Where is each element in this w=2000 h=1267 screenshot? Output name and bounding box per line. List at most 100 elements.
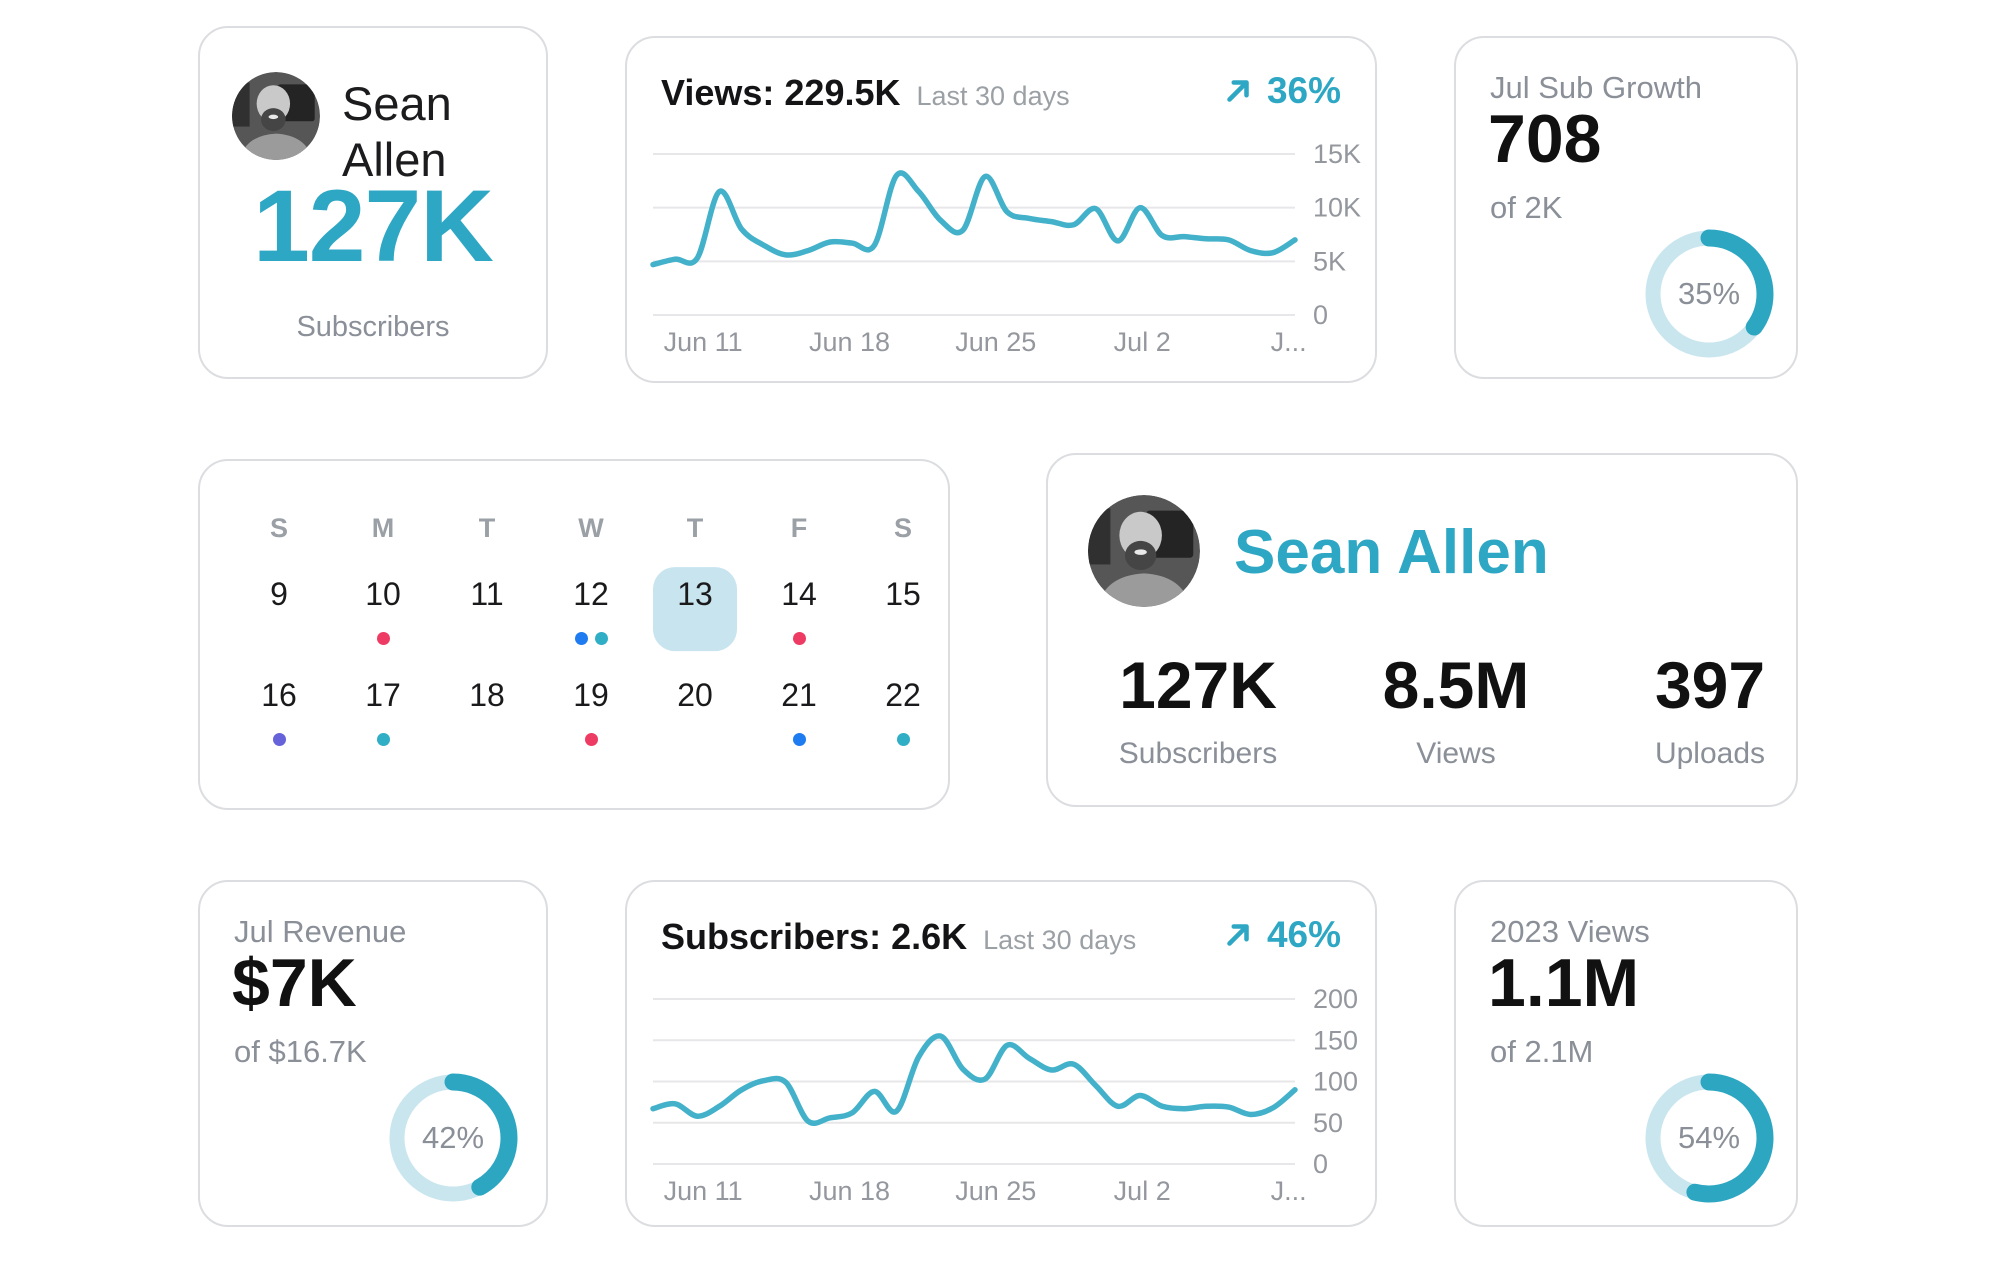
weekday-header: S <box>269 513 288 543</box>
x-axis-label: Jun 18 <box>809 327 890 357</box>
y-axis-label: 10K <box>1313 193 1361 223</box>
stat-value: 1.1M <box>1488 945 1640 1021</box>
x-axis-label: J... <box>1271 327 1307 357</box>
stat-value: $7K <box>232 945 357 1021</box>
progress-ring <box>388 1073 518 1203</box>
progress-percent: 42% <box>421 1120 485 1155</box>
subscriber-count-label: Subscribers <box>296 311 450 343</box>
trend-up-icon <box>1227 80 1249 102</box>
stat-uploads: 397 Uploads <box>1610 647 1810 771</box>
y-axis-label: 50 <box>1313 1108 1343 1138</box>
chart-line <box>650 1033 1298 1127</box>
calendar-day-19[interactable]: 19 <box>573 676 609 713</box>
calendar-day-12-events <box>574 631 608 645</box>
views-line-chart: 15K 10K 5K 0 Jun 11 Jun 18 Jun 25 Jul 2 J... <box>650 139 1361 357</box>
stat-target: of 2K <box>1490 190 1563 225</box>
x-axis-label: Jul 2 <box>1114 1176 1171 1206</box>
views-chart-range: Last 30 days <box>916 81 1070 111</box>
calendar-day-19-events <box>584 732 598 746</box>
views-chart-title: Views: 229.5K <box>661 72 901 113</box>
calendar-day-20[interactable]: 20 <box>677 676 713 713</box>
calendar-day-17[interactable]: 17 <box>365 676 401 713</box>
calendar-day-12[interactable]: 12 <box>573 575 609 612</box>
subscribers-line-chart: 200 150 100 50 0 Jun 11 Jun 18 Jun 25 Jul 2 J... <box>650 984 1358 1206</box>
teal-event-dot <box>376 732 390 746</box>
stat-target: of 2.1M <box>1490 1034 1594 1069</box>
calendar-card: S M T W T F S 9 10 11 12 13 14 15 16 17 18 19 20 21 22 <box>198 459 950 810</box>
progress-percent: 35% <box>1677 276 1741 311</box>
views-trend: 36% <box>1221 70 1341 112</box>
calendar-week2-events <box>227 732 955 746</box>
y-axis-label: 0 <box>1313 300 1328 330</box>
views-chart-card: Views: 229.5K Last 30 days 36% 15K 10K 5K 0… <box>625 36 1377 383</box>
blue-event-dot <box>574 631 588 645</box>
subscribers-value: 127K <box>1119 648 1277 722</box>
stat-subscribers: 127K Subscribers <box>1098 647 1298 771</box>
stat-title: Jul Revenue <box>234 914 407 949</box>
progress-donut: 42% <box>383 1068 523 1208</box>
weekday-header: S <box>893 513 912 543</box>
y-axis-label: 150 <box>1313 1025 1358 1055</box>
stat-target: of $16.7K <box>234 1034 367 1069</box>
sub-growth-card: Jul Sub Growth 708 of 2K 35% <box>1454 36 1798 379</box>
calendar-day-9[interactable]: 9 <box>270 575 288 612</box>
calendar-day-14[interactable]: 14 <box>781 575 817 612</box>
progress-ring <box>1644 1073 1774 1203</box>
calendar-day-11[interactable]: 11 <box>470 575 504 612</box>
weekday-header: T <box>478 513 496 543</box>
subscribers-chart-range: Last 30 days <box>983 925 1137 955</box>
subscribers-label: Subscribers <box>1118 737 1278 770</box>
y-axis-label: 200 <box>1313 984 1358 1014</box>
progress-ring <box>1644 229 1774 359</box>
calendar-day-22-events <box>896 732 910 746</box>
stat-views: 8.5M Views <box>1356 647 1556 771</box>
calendar-day-16[interactable]: 16 <box>261 676 297 713</box>
weekday-header: W <box>578 513 604 543</box>
avatar <box>1088 495 1200 607</box>
calendar-day-16-events <box>272 732 286 746</box>
stat-title: 2023 Views <box>1490 914 1650 949</box>
progress-donut: 54% <box>1639 1068 1779 1208</box>
subscribers-chart-title: Subscribers: 2.6K <box>661 916 968 957</box>
progress-donut: 35% <box>1639 224 1779 364</box>
chart-line <box>650 170 1298 268</box>
x-axis-label: Jun 18 <box>809 1176 890 1206</box>
channel-overview-card: Sean Allen 127K Subscribers 8.5M Views 3… <box>1046 453 1798 807</box>
calendar-day-21[interactable]: 21 <box>781 676 817 713</box>
purple-event-dot <box>272 732 286 746</box>
x-axis-label: Jun 11 <box>664 1176 743 1206</box>
progress-arc <box>1644 229 1774 359</box>
avatar <box>232 72 320 160</box>
y-axis-label: 0 <box>1313 1149 1328 1179</box>
y-axis-label: 5K <box>1313 246 1346 276</box>
calendar-day-10[interactable]: 10 <box>365 575 401 612</box>
calendar-week2: 16 17 18 19 20 21 22 <box>227 675 955 715</box>
subscribers-chart-header: Subscribers: 2.6K Last 30 days <box>661 916 1136 958</box>
calendar-day-22[interactable]: 22 <box>885 676 921 713</box>
calendar-week1: 9 10 11 12 13 14 15 <box>227 574 955 614</box>
trend-up-icon <box>1227 924 1249 946</box>
revenue-card: Jul Revenue $7K of $16.7K 42% <box>198 880 548 1227</box>
teal-event-dot <box>594 631 608 645</box>
profile-summary-card: Sean Allen 127K Subscribers <box>198 26 548 379</box>
calendar-day-21-events <box>792 732 806 746</box>
views-trend-percent: 36% <box>1266 70 1341 111</box>
x-axis-label: Jun 25 <box>955 327 1036 357</box>
subscribers-trend-percent: 46% <box>1266 914 1341 955</box>
red-event-dot <box>376 631 390 645</box>
views-2023-card: 2023 Views 1.1M of 2.1M 54% <box>1454 880 1798 1227</box>
weekday-header: T <box>686 513 704 543</box>
calendar-day-13[interactable]: 13 <box>677 574 713 614</box>
progress-arc <box>1644 1073 1774 1203</box>
blue-event-dot <box>792 732 806 746</box>
stat-value: 708 <box>1488 101 1602 177</box>
calendar-day-14-events <box>792 631 806 645</box>
calendar-day-18[interactable]: 18 <box>469 676 505 713</box>
subscriber-count: 127K <box>253 169 494 283</box>
progress-percent: 54% <box>1677 1120 1741 1155</box>
calendar-day-15[interactable]: 15 <box>885 575 921 612</box>
stat-title: Jul Sub Growth <box>1490 70 1702 105</box>
calendar-week1-events <box>227 631 955 645</box>
